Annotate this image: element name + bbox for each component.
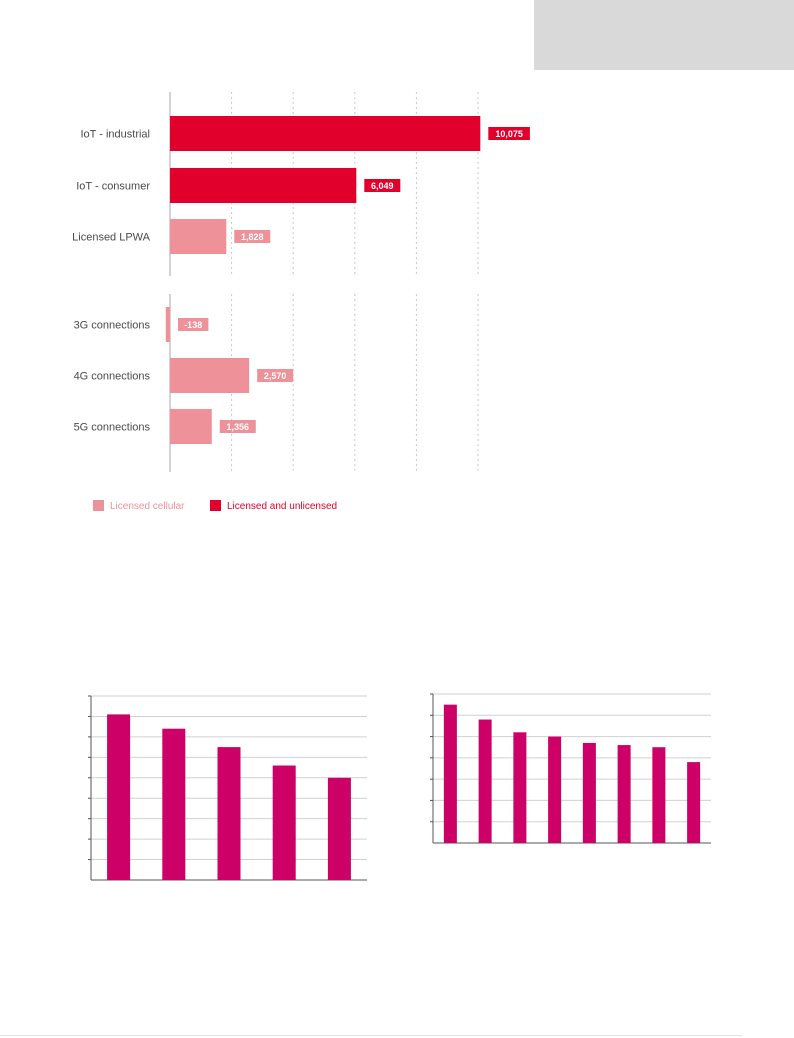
- value-label-box: [488, 127, 530, 140]
- category-label: 5G connections: [74, 422, 151, 434]
- bar: [107, 714, 131, 880]
- category-label: Licensed LPWA: [72, 232, 151, 244]
- category-label: IoT - consumer: [76, 181, 150, 193]
- legend-swatch-licensed-cellular: [93, 500, 104, 511]
- bar: [513, 732, 527, 843]
- category-label: 4G connections: [74, 371, 151, 383]
- bar: [652, 747, 666, 843]
- bar: [170, 116, 481, 151]
- value-label: -138: [184, 320, 202, 330]
- bar: [687, 762, 701, 843]
- value-label: 1,828: [241, 232, 264, 242]
- legend-swatch-licensed-unlicensed: [210, 500, 221, 511]
- bar: [165, 307, 170, 342]
- bar: [548, 736, 562, 843]
- bar: [617, 745, 631, 843]
- value-label: 1,356: [226, 422, 249, 432]
- category-label: IoT - industrial: [81, 129, 151, 141]
- bar: [217, 747, 241, 880]
- legend-label-licensed-cellular: Licensed cellular: [110, 501, 185, 512]
- value-label: 10,075: [495, 129, 523, 139]
- bar: [478, 719, 492, 843]
- bar: [327, 777, 351, 880]
- value-label-box: [178, 318, 209, 331]
- value-label-box: [364, 179, 401, 192]
- bar: [582, 742, 596, 843]
- corner-box: [534, 0, 794, 70]
- value-label: 6,049: [371, 181, 394, 191]
- value-label: 2,570: [264, 371, 287, 381]
- bar: [170, 409, 212, 444]
- bar: [170, 358, 250, 393]
- value-label-box: [219, 420, 256, 433]
- category-label: 3G connections: [74, 320, 151, 332]
- value-label-box: [257, 369, 294, 382]
- footer-divider: [0, 1035, 742, 1036]
- bar: [162, 728, 186, 880]
- bar: [170, 168, 357, 203]
- legend-label-licensed-unlicensed: Licensed and unlicensed: [227, 501, 337, 512]
- bar: [272, 765, 296, 880]
- value-label-box: [234, 230, 271, 243]
- bar: [443, 704, 457, 843]
- bar: [170, 219, 227, 254]
